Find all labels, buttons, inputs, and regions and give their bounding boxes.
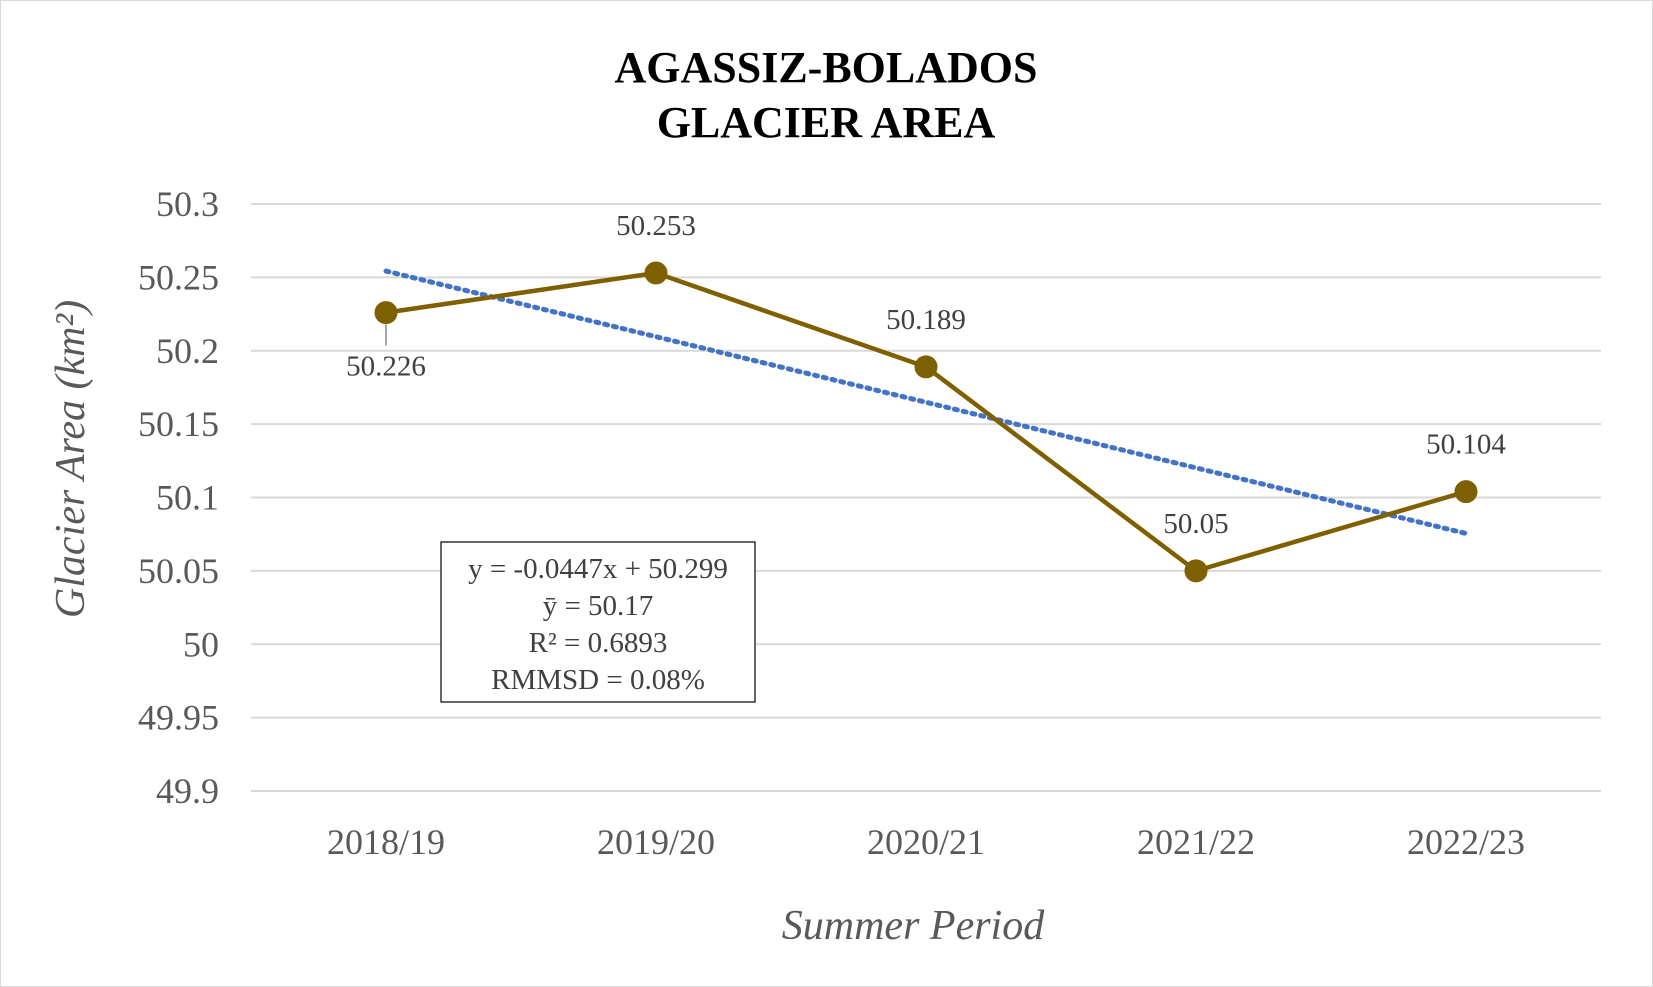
- data-point: [374, 301, 398, 325]
- data-point: [914, 355, 938, 379]
- x-tick-label: 2019/20: [597, 822, 715, 862]
- y-tick-label: 50.1: [156, 478, 219, 518]
- x-tick-label: 2021/22: [1137, 822, 1255, 862]
- y-axis-title: Glacier Area (km²): [48, 300, 94, 618]
- data-label: 50.253: [616, 210, 696, 242]
- stats-mean: ȳ = 50.17: [543, 590, 654, 622]
- data-point: [1184, 559, 1208, 583]
- chart-title-line-2: GLACIER AREA: [657, 98, 996, 147]
- stats-annotation: y = -0.0447x + 50.299 ȳ = 50.17 R² = 0.6…: [440, 541, 756, 703]
- data-series: [374, 261, 1478, 583]
- data-labels: 50.226 50.253 50.189 50.05 50.104: [346, 210, 1506, 540]
- x-axis-title: Summer Period: [782, 903, 1045, 949]
- stats-box: [440, 541, 756, 703]
- y-tick-label: 50.3: [156, 184, 219, 224]
- data-label: 50.189: [886, 304, 966, 336]
- stats-equation: y = -0.0447x + 50.299: [468, 553, 728, 585]
- data-label: 50.226: [346, 351, 426, 383]
- trendline: [383, 268, 1469, 536]
- data-label: 50.104: [1426, 429, 1506, 461]
- y-tick-labels: 49.9 49.95 50 50.05 50.1 50.15 50.2 50.25 50.3: [138, 184, 219, 811]
- data-point: [644, 261, 668, 285]
- x-tick-label: 2018/19: [327, 822, 445, 862]
- y-tick-label: 50.2: [156, 331, 219, 371]
- x-tick-label: 2022/23: [1407, 822, 1525, 862]
- y-tick-label: 50.15: [138, 404, 219, 444]
- chart-title-line-1: AGASSIZ-BOLADOS: [614, 43, 1037, 92]
- data-point: [1454, 480, 1478, 504]
- data-label: 50.05: [1163, 508, 1228, 540]
- y-tick-label: 49.95: [138, 698, 219, 738]
- stats-rmmsd: RMMSD = 0.08%: [491, 664, 705, 696]
- gridlines: [251, 203, 1601, 792]
- x-tick-label: 2020/21: [867, 822, 985, 862]
- trendline-line: [383, 268, 1469, 536]
- y-tick-label: 50.25: [138, 257, 219, 297]
- stats-r-squared: R² = 0.6893: [529, 627, 668, 659]
- y-tick-label: 49.9: [156, 771, 219, 811]
- x-tick-labels: 2018/19 2019/20 2020/21 2021/22 2022/23: [327, 822, 1525, 862]
- y-tick-label: 50: [183, 624, 219, 664]
- y-tick-label: 50.05: [138, 551, 219, 591]
